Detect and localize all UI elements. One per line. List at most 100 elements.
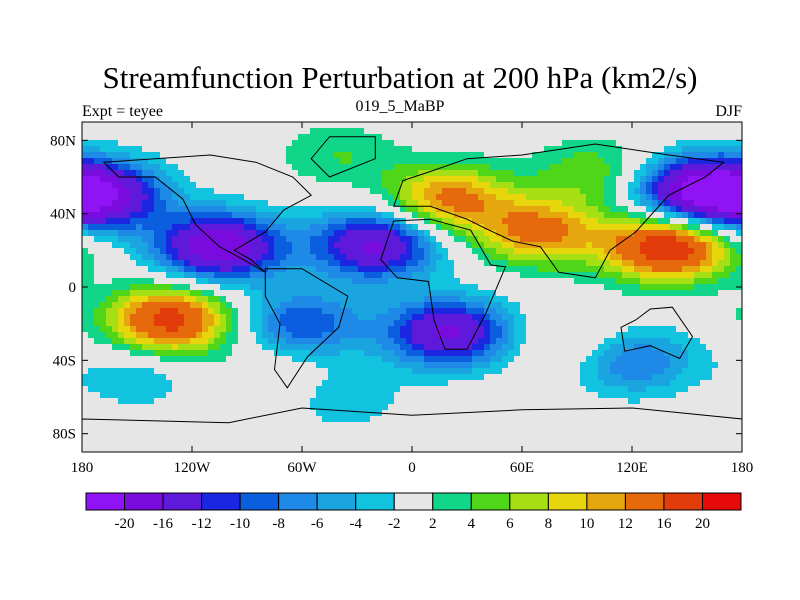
field-cell bbox=[646, 176, 652, 182]
field-cell bbox=[166, 170, 184, 176]
field-cell bbox=[640, 188, 646, 194]
field-cell bbox=[610, 170, 622, 176]
field-cell bbox=[82, 428, 742, 434]
field-cell bbox=[82, 338, 94, 344]
field-cell bbox=[718, 230, 736, 236]
field-cell bbox=[406, 350, 424, 356]
field-cell bbox=[100, 392, 166, 398]
field-cell bbox=[292, 248, 310, 254]
field-cell bbox=[484, 374, 580, 380]
field-cell bbox=[652, 344, 682, 350]
field-cell bbox=[328, 224, 346, 230]
field-cell bbox=[430, 278, 460, 284]
field-cell bbox=[220, 284, 250, 290]
field-cell bbox=[382, 212, 394, 218]
field-cell bbox=[424, 314, 472, 320]
field-cell bbox=[622, 170, 634, 176]
field-cell bbox=[502, 218, 562, 224]
field-cell bbox=[208, 326, 214, 332]
x-tick-label: 60E bbox=[510, 460, 534, 476]
field-cell bbox=[502, 326, 508, 332]
field-cell bbox=[394, 338, 406, 344]
field-cell bbox=[706, 254, 712, 260]
field-cell bbox=[502, 242, 514, 248]
field-cell bbox=[484, 260, 508, 266]
field-cell bbox=[586, 212, 604, 218]
field-cell bbox=[406, 218, 424, 224]
field-cell bbox=[322, 212, 382, 218]
field-cell bbox=[226, 320, 232, 326]
field-cell bbox=[166, 242, 172, 248]
field-cell bbox=[484, 314, 490, 320]
field-cell bbox=[454, 260, 484, 266]
field-cell bbox=[196, 266, 220, 272]
field-cell bbox=[430, 230, 448, 236]
field-cell bbox=[124, 338, 136, 344]
field-cell bbox=[478, 176, 496, 182]
field-cell bbox=[718, 290, 742, 296]
field-cell bbox=[118, 176, 136, 182]
field-cell bbox=[130, 284, 172, 290]
field-cell bbox=[706, 344, 742, 350]
field-cell bbox=[496, 194, 526, 200]
field-cell bbox=[82, 386, 88, 392]
field-cell bbox=[130, 164, 142, 170]
field-cell bbox=[724, 152, 742, 158]
field-cell bbox=[82, 134, 298, 140]
field-cell bbox=[418, 242, 430, 248]
field-cell bbox=[712, 230, 718, 236]
field-cell bbox=[154, 278, 196, 284]
field-cell bbox=[670, 182, 682, 188]
field-cell bbox=[610, 206, 628, 212]
field-cell bbox=[712, 368, 742, 374]
field-cell bbox=[406, 242, 412, 248]
field-cell bbox=[196, 182, 352, 188]
field-cell bbox=[652, 374, 676, 380]
field-cell bbox=[286, 254, 316, 260]
field-cell bbox=[622, 290, 718, 296]
field-cell bbox=[82, 320, 94, 326]
field-cell bbox=[436, 266, 454, 272]
field-cell bbox=[88, 332, 106, 338]
field-cell bbox=[682, 188, 742, 194]
run-id-label: 019_5_MaBP bbox=[355, 98, 445, 115]
field-cell bbox=[136, 260, 154, 266]
field-cell bbox=[268, 320, 280, 326]
field-cell bbox=[628, 386, 646, 392]
field-cell bbox=[82, 188, 118, 194]
map-layer bbox=[82, 122, 742, 452]
field-cell bbox=[232, 212, 256, 218]
field-cell bbox=[190, 224, 244, 230]
field-cell bbox=[622, 164, 640, 170]
field-cell bbox=[154, 170, 166, 176]
field-cell bbox=[154, 230, 166, 236]
field-cell bbox=[484, 188, 508, 194]
field-cell bbox=[484, 206, 550, 212]
field-cell bbox=[232, 344, 262, 350]
field-cell bbox=[214, 188, 370, 194]
field-cell bbox=[502, 368, 580, 374]
field-cell bbox=[616, 332, 688, 338]
field-cell bbox=[640, 398, 742, 404]
field-cell bbox=[634, 176, 640, 182]
field-cell bbox=[130, 242, 148, 248]
field-cell bbox=[178, 200, 226, 206]
field-cell bbox=[406, 206, 418, 212]
field-cell bbox=[718, 260, 730, 266]
field-cell bbox=[508, 332, 514, 338]
field-cell bbox=[430, 272, 454, 278]
field-cell bbox=[550, 206, 574, 212]
field-cell bbox=[130, 188, 142, 194]
field-cell bbox=[406, 200, 418, 206]
field-cell bbox=[82, 146, 100, 152]
field-cell bbox=[124, 332, 136, 338]
field-cell bbox=[412, 242, 418, 248]
field-cell bbox=[388, 308, 406, 314]
field-cell bbox=[412, 182, 430, 188]
field-cell bbox=[502, 344, 514, 350]
x-tick-label: 60W bbox=[287, 460, 317, 476]
colorbar-box bbox=[124, 492, 164, 511]
field-cell bbox=[424, 206, 436, 212]
field-cell bbox=[466, 242, 472, 248]
field-cell bbox=[220, 344, 232, 350]
